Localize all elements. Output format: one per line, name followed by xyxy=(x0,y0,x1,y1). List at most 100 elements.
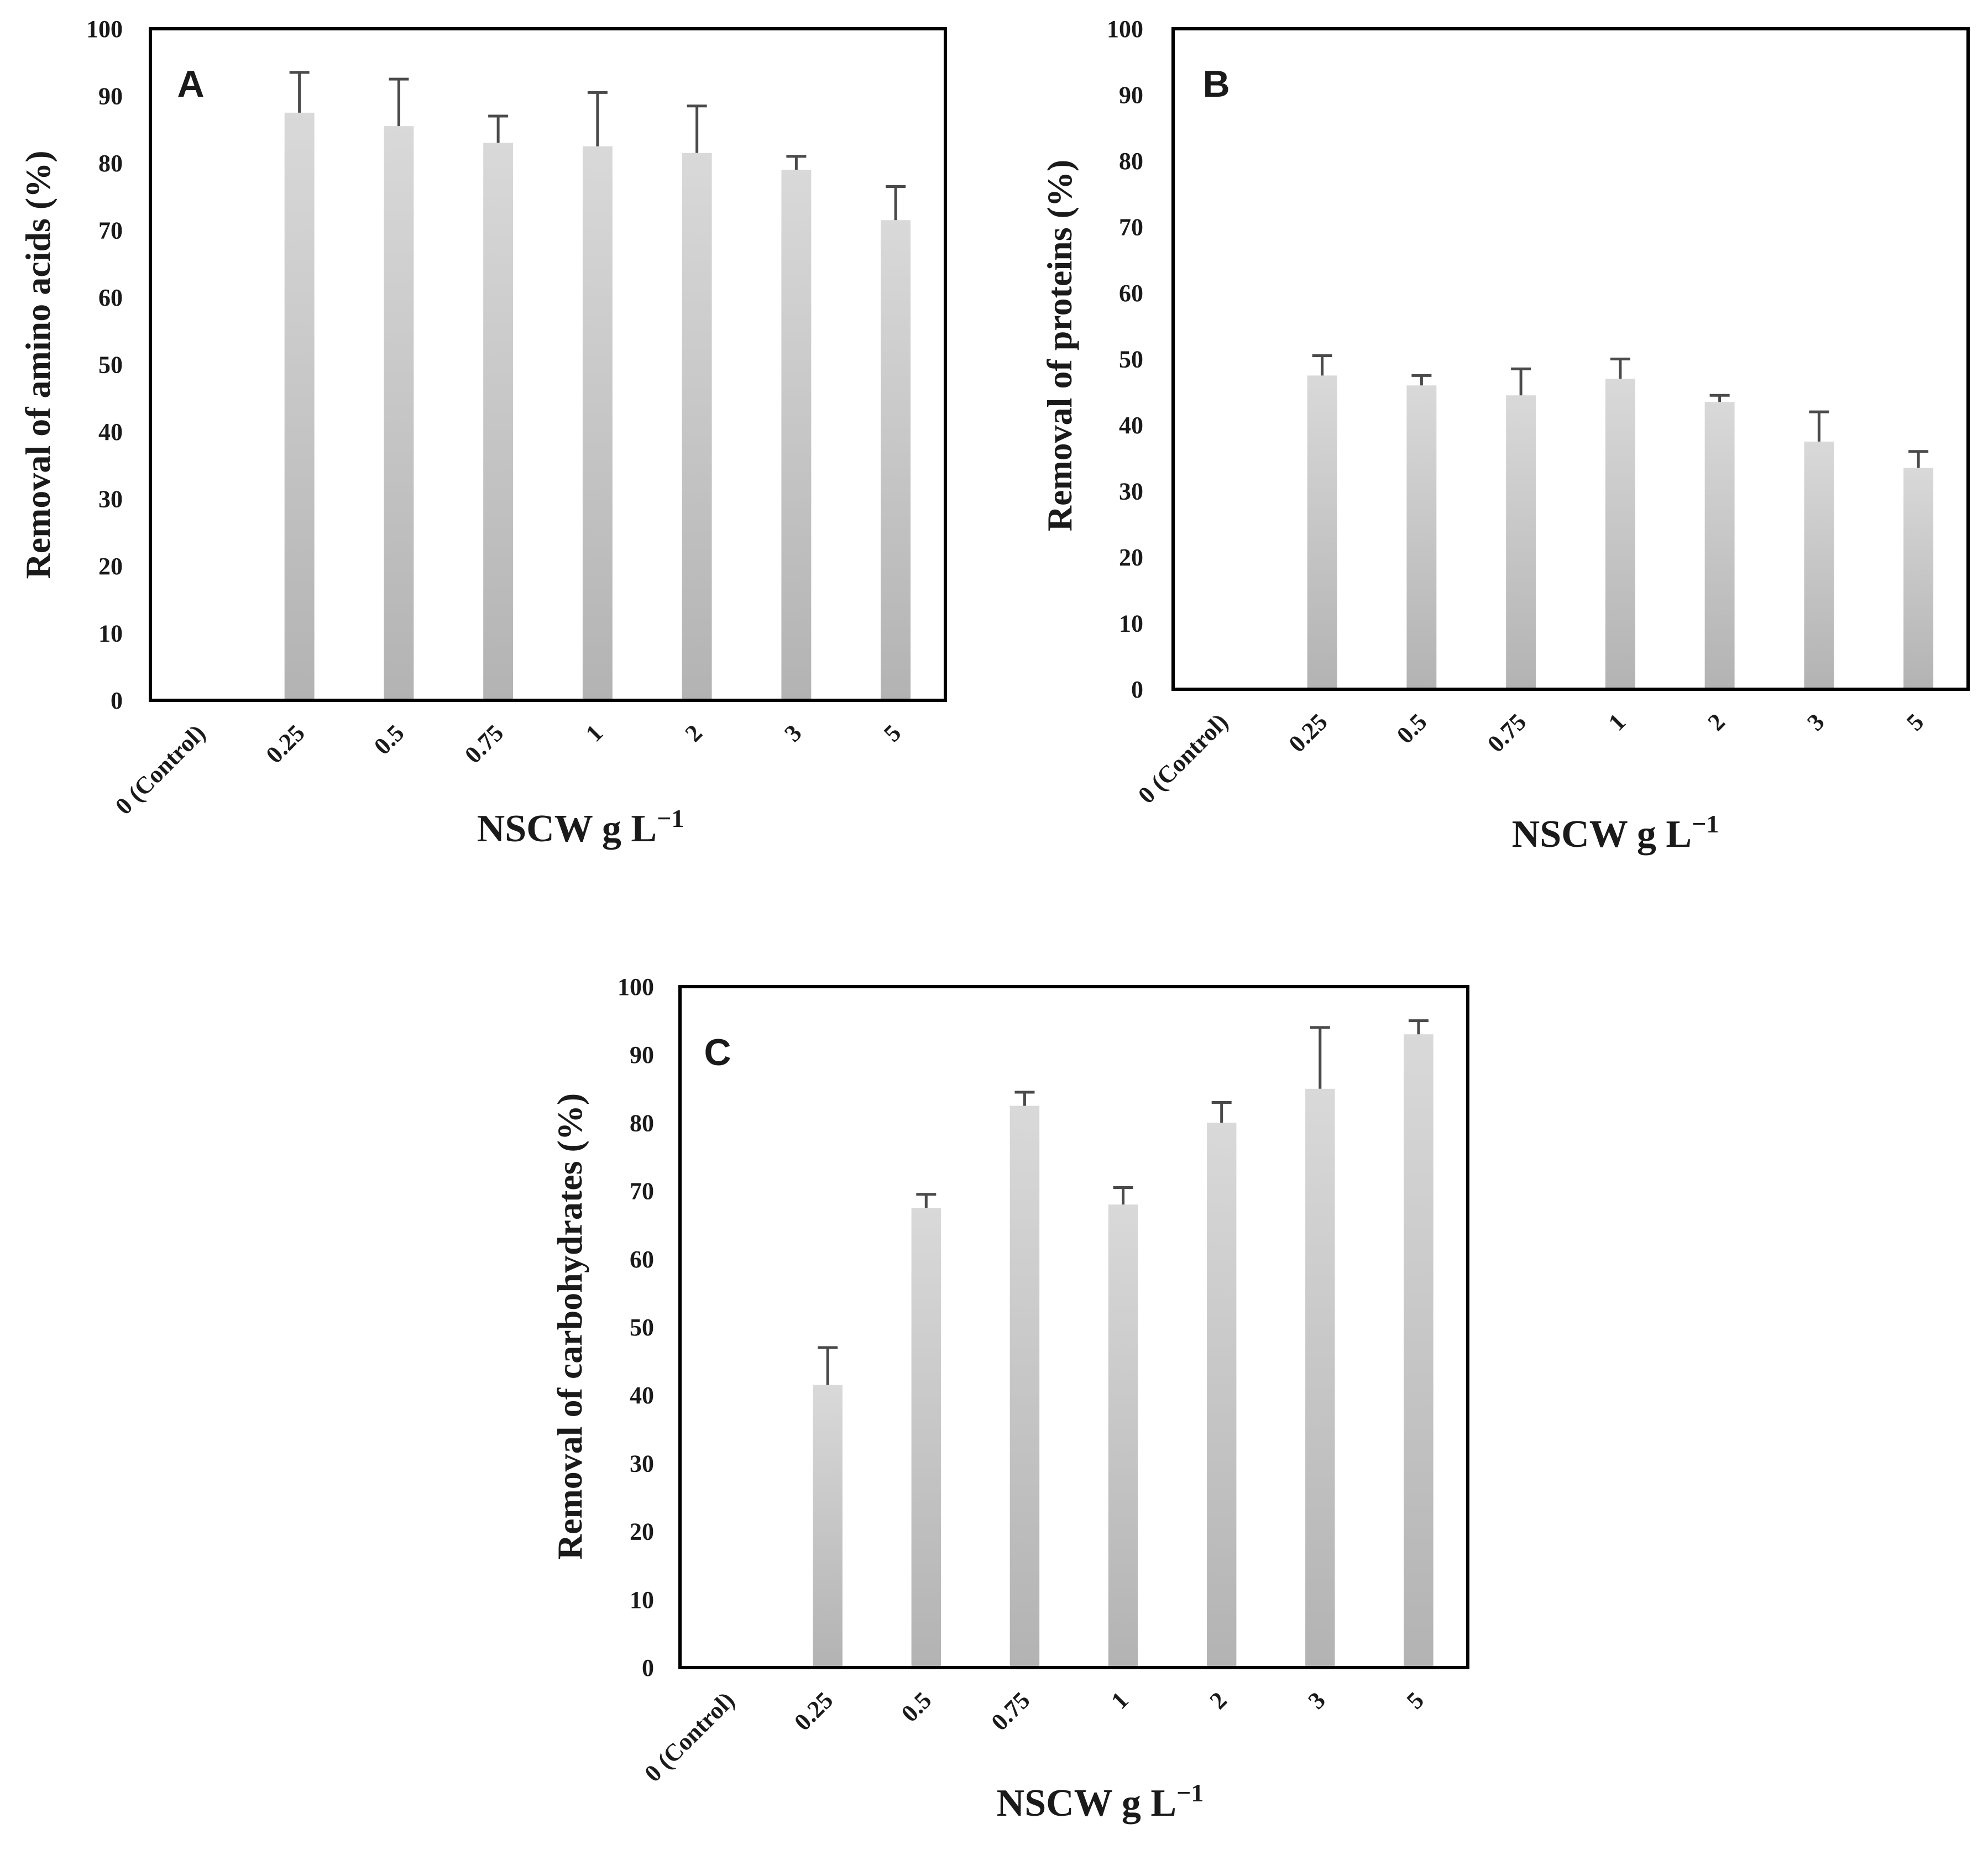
y-tick-label-b: 10 xyxy=(1119,610,1143,637)
error-bar-b-7 xyxy=(1908,450,1929,468)
error-bar-c-2 xyxy=(916,1193,937,1208)
error-bar-b-3 xyxy=(1511,367,1531,396)
y-tick-label-c: 30 xyxy=(630,1450,654,1477)
panel-c-chart: 0 10 20 30 40 50 60 70 80 90 100 0 (Control) 0.25 0.5… xyxy=(550,973,1469,1825)
y-tick-label-a: 70 xyxy=(98,217,123,244)
x-axis-label-main: NSCW g L xyxy=(477,808,657,850)
bar-c-1 xyxy=(813,1385,843,1666)
x-axis-label-main: NSCW g L xyxy=(997,1782,1176,1825)
bar-b-5 xyxy=(1704,402,1735,688)
panel-letter-c: C xyxy=(704,1031,731,1073)
y-tick-label-b: 60 xyxy=(1119,280,1143,307)
y-tick-label-b: 20 xyxy=(1119,544,1143,571)
bar-b-3 xyxy=(1506,395,1536,688)
x-tick-label-c: 2 xyxy=(1205,1686,1232,1714)
y-tick-label-c: 40 xyxy=(630,1382,654,1409)
panel-b-chart: 0 10 20 30 40 50 60 70 80 90 100 0 (Control) 0.25 0.5… xyxy=(1040,15,1970,856)
y-tick-label-c: 0 xyxy=(642,1654,654,1681)
y-tick-label-b: 80 xyxy=(1119,148,1143,175)
y-tick-label-c: 10 xyxy=(630,1586,654,1613)
y-tick-label-b: 30 xyxy=(1119,478,1143,505)
x-tick-label-a: 0 (Control) xyxy=(110,719,211,820)
y-axis-label-c: Removal of carbohydrates (%) xyxy=(550,1093,589,1560)
x-tick-label-a: 2 xyxy=(679,719,707,747)
x-tick-label-b: 0 (Control) xyxy=(1133,708,1233,809)
y-tick-label-a: 20 xyxy=(98,553,123,580)
error-bar-b-6 xyxy=(1809,410,1829,442)
y-tick-label-c: 20 xyxy=(630,1518,654,1545)
y-tick-label-b: 70 xyxy=(1119,214,1143,241)
y-tick-label-c: 80 xyxy=(630,1109,654,1136)
bar-b-4 xyxy=(1605,379,1635,688)
bar-c-6 xyxy=(1305,1088,1335,1666)
plot-frame-b xyxy=(1171,27,1970,691)
y-tick-label-a: 10 xyxy=(98,620,123,647)
x-tick-label-c: 0.5 xyxy=(896,1686,937,1727)
error-bar-b-1 xyxy=(1312,354,1332,376)
x-axis-label-superscript: −1 xyxy=(1692,810,1719,838)
error-bar-a-5 xyxy=(687,104,707,153)
error-bar-c-4 xyxy=(1113,1186,1133,1205)
bar-b-6 xyxy=(1804,441,1834,688)
x-tick-label-a: 1 xyxy=(580,719,608,747)
bar-c-3 xyxy=(1009,1105,1040,1666)
error-bar-c-1 xyxy=(818,1346,838,1385)
error-bar-c-7 xyxy=(1408,1019,1429,1035)
x-tick-label-a: 0.5 xyxy=(369,719,410,760)
y-tick-label-a: 80 xyxy=(98,150,123,177)
y-tick-label-b: 90 xyxy=(1119,82,1143,109)
panel-a-chart: 0 10 20 30 40 50 60 70 80 90 100 0 (Control) 0.25 0.5… xyxy=(18,15,947,850)
x-axis-label-main: NSCW g L xyxy=(1512,813,1692,856)
y-tick-label-a: 90 xyxy=(98,83,123,110)
y-tick-label-b: 100 xyxy=(1107,15,1143,43)
y-tick-label-c: 70 xyxy=(630,1178,654,1205)
x-tick-label-b: 2 xyxy=(1702,708,1730,736)
y-tick-label-c: 50 xyxy=(630,1314,654,1341)
error-bar-c-6 xyxy=(1310,1026,1330,1089)
x-tick-label-c: 0.75 xyxy=(986,1686,1035,1736)
y-tick-label-a: 50 xyxy=(98,352,123,379)
plot-frame-a xyxy=(149,27,947,702)
error-bar-a-1 xyxy=(289,71,310,113)
y-tick-label-c: 100 xyxy=(618,973,654,1000)
bar-a-3 xyxy=(483,143,514,699)
error-bar-a-7 xyxy=(886,185,906,221)
bar-a-2 xyxy=(384,126,414,699)
error-bar-a-3 xyxy=(488,114,509,143)
plot-frame-c xyxy=(678,985,1469,1669)
bar-c-2 xyxy=(911,1208,941,1666)
x-tick-label-a: 0.75 xyxy=(459,719,509,768)
error-bar-a-2 xyxy=(389,77,409,127)
x-tick-label-c: 0.25 xyxy=(789,1686,838,1736)
error-bar-a-4 xyxy=(587,91,608,146)
y-tick-label-a: 100 xyxy=(86,15,123,43)
y-tick-label-c: 90 xyxy=(630,1041,654,1068)
x-tick-label-b: 1 xyxy=(1603,708,1631,736)
x-axis-label-b: NSCW g L−1 xyxy=(1512,810,1719,856)
y-axis-label-b: Removal of proteins (%) xyxy=(1040,160,1079,532)
bar-a-4 xyxy=(582,146,613,699)
x-tick-label-a: 3 xyxy=(779,719,807,747)
y-tick-label-c: 60 xyxy=(630,1246,654,1273)
bar-c-5 xyxy=(1206,1123,1237,1666)
bar-b-2 xyxy=(1406,385,1437,688)
y-tick-label-b: 50 xyxy=(1119,346,1143,373)
error-bar-b-2 xyxy=(1411,374,1432,386)
x-tick-label-a: 5 xyxy=(878,719,906,747)
error-bar-a-6 xyxy=(786,155,807,170)
y-tick-label-a: 40 xyxy=(98,418,123,446)
x-tick-label-b: 0.5 xyxy=(1391,708,1432,749)
x-tick-label-b: 0.25 xyxy=(1284,708,1333,757)
panel-letter-b: B xyxy=(1202,63,1230,105)
bar-a-5 xyxy=(682,153,712,699)
error-bar-b-5 xyxy=(1709,394,1730,402)
error-bar-c-5 xyxy=(1211,1100,1232,1123)
bar-a-1 xyxy=(284,112,315,699)
x-axis-label-a: NSCW g L−1 xyxy=(477,804,684,850)
y-tick-label-a: 30 xyxy=(98,486,123,513)
y-tick-label-a: 0 xyxy=(111,687,123,714)
y-tick-label-b: 40 xyxy=(1119,412,1143,439)
x-tick-label-b: 0.75 xyxy=(1482,708,1531,757)
bar-c-4 xyxy=(1108,1204,1138,1666)
